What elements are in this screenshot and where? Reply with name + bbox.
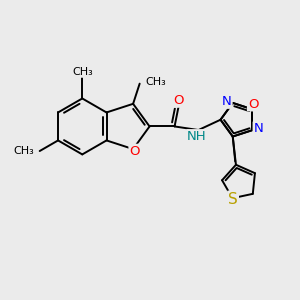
Text: CH₃: CH₃ bbox=[72, 67, 93, 77]
Text: S: S bbox=[228, 192, 238, 207]
Text: N: N bbox=[222, 95, 232, 108]
Text: O: O bbox=[248, 98, 258, 110]
Text: O: O bbox=[129, 145, 140, 158]
Text: O: O bbox=[173, 94, 184, 107]
Text: CH₃: CH₃ bbox=[145, 77, 166, 87]
Text: CH₃: CH₃ bbox=[14, 146, 34, 156]
Text: N: N bbox=[254, 122, 263, 135]
Text: NH: NH bbox=[187, 130, 207, 143]
